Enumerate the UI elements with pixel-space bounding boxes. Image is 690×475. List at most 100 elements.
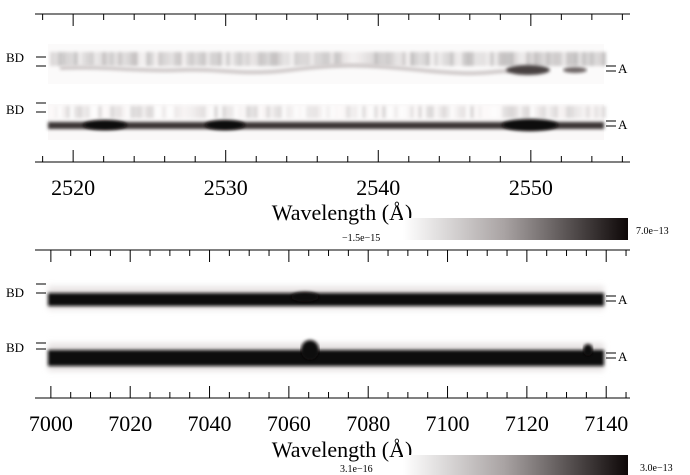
spectrum-band (386, 52, 390, 66)
uv-tick-label: 2520 (51, 175, 95, 200)
spectrum-band (474, 52, 478, 66)
spectrum-band (214, 52, 218, 66)
spectrum-band (334, 52, 338, 66)
spectrum-band (386, 106, 390, 118)
spectrum-band (254, 106, 258, 118)
spectrum-band (550, 106, 554, 118)
optical-strip-2-trace (48, 350, 604, 366)
spectrum-band (510, 52, 514, 66)
uv-strip-2-feature-1 (83, 120, 127, 130)
optical-tick-label: 7020 (108, 411, 152, 436)
spectrum-band (586, 106, 590, 118)
optical-strip-1 (48, 286, 604, 310)
spectrum-band (350, 106, 354, 118)
spectrum-band (442, 106, 446, 118)
spectrum-band (194, 106, 198, 118)
optical-strip-1-feature (291, 292, 319, 302)
spectrum-band (470, 106, 474, 118)
spectrum-band (466, 106, 470, 118)
spectrum-band (362, 52, 366, 66)
spectrum-band (198, 52, 202, 66)
spectrum-band (106, 52, 110, 66)
spectrum-band (354, 52, 358, 66)
spectrum-band (502, 52, 506, 66)
spectrum-band (142, 52, 146, 66)
spectrum-band (190, 52, 194, 66)
uv-colorbar-max: 7.0e−13 (636, 226, 669, 237)
optical-tick-label: 7080 (346, 411, 390, 436)
spectrum-band (126, 52, 130, 66)
spectrum-band (262, 106, 266, 118)
spectrum-band (490, 106, 494, 118)
spectrum-band (450, 106, 454, 118)
spectrum-band (502, 106, 506, 118)
spectrum-band (330, 52, 334, 66)
spectrum-band (270, 52, 274, 66)
spectrum-band (314, 106, 318, 118)
uv-strip-2-feature-2 (205, 120, 245, 130)
spectrum-band (594, 52, 598, 66)
spectrum-band (498, 52, 502, 66)
spectrum-band (582, 52, 586, 66)
spectrum-band (178, 52, 182, 66)
spectrum-band (138, 52, 142, 66)
spectrum-band (278, 106, 282, 118)
spectrum-band (354, 106, 358, 118)
spectrum-band (114, 52, 118, 66)
spectrum-band (514, 106, 518, 118)
spectrum-band (394, 106, 398, 118)
spectrum-band (74, 106, 78, 118)
spectrum-band (226, 106, 230, 118)
spectrum-band (290, 106, 294, 118)
spectrum-band (478, 52, 482, 66)
spectrum-band (574, 52, 578, 66)
spectrum-band (486, 106, 490, 118)
spectrum-band (202, 52, 206, 66)
spectrum-band (506, 52, 510, 66)
spectrum-band (230, 106, 234, 118)
uv-colorbar (403, 218, 628, 240)
spectrum-band (310, 106, 314, 118)
spectrum-band (218, 106, 222, 118)
spectrum-band (90, 52, 94, 66)
spectrum-band (70, 106, 74, 118)
spectrum-band (442, 52, 446, 66)
spectrum-band (242, 52, 246, 66)
spectrum-band (250, 52, 254, 66)
spectrum-band (434, 106, 438, 118)
spectrum-band (430, 106, 434, 118)
spectrum-band (274, 106, 278, 118)
spectrum-band (558, 52, 562, 66)
spectrum-band (374, 52, 378, 66)
uv-colorbar-min: −1.5e−15 (342, 233, 380, 244)
spectrum-band (494, 106, 498, 118)
spectrum-band (562, 52, 566, 66)
spectrum-band (174, 52, 178, 66)
spectrum-band (110, 106, 114, 118)
spectrum-band (146, 52, 150, 66)
spectrum-band (50, 52, 54, 66)
uv-strip-1-spectrum (50, 52, 606, 66)
spectrum-band (158, 52, 162, 66)
spectrum-band (294, 106, 298, 118)
uv-tick-label: 2550 (509, 175, 553, 200)
spectrum-band (482, 106, 486, 118)
spectrum-band (438, 106, 442, 118)
spectrum-band (222, 52, 226, 66)
spectrum-band (70, 52, 74, 66)
spectrum-band (302, 52, 306, 66)
spectrum-band (562, 106, 566, 118)
spectrum-band (298, 52, 302, 66)
spectrum-band (586, 52, 590, 66)
optical-tick-label: 7100 (426, 411, 470, 436)
spectrum-band (538, 106, 542, 118)
spectrum-band (438, 52, 442, 66)
uv-strip-1-trace (59, 63, 511, 76)
spectrum-band (154, 52, 158, 66)
spectrum-band (378, 52, 382, 66)
spectrum-band (506, 106, 510, 118)
spectrum-band (86, 106, 90, 118)
spectrum-band (342, 106, 346, 118)
spectrum-band (410, 106, 414, 118)
spectrum-band (462, 52, 466, 66)
